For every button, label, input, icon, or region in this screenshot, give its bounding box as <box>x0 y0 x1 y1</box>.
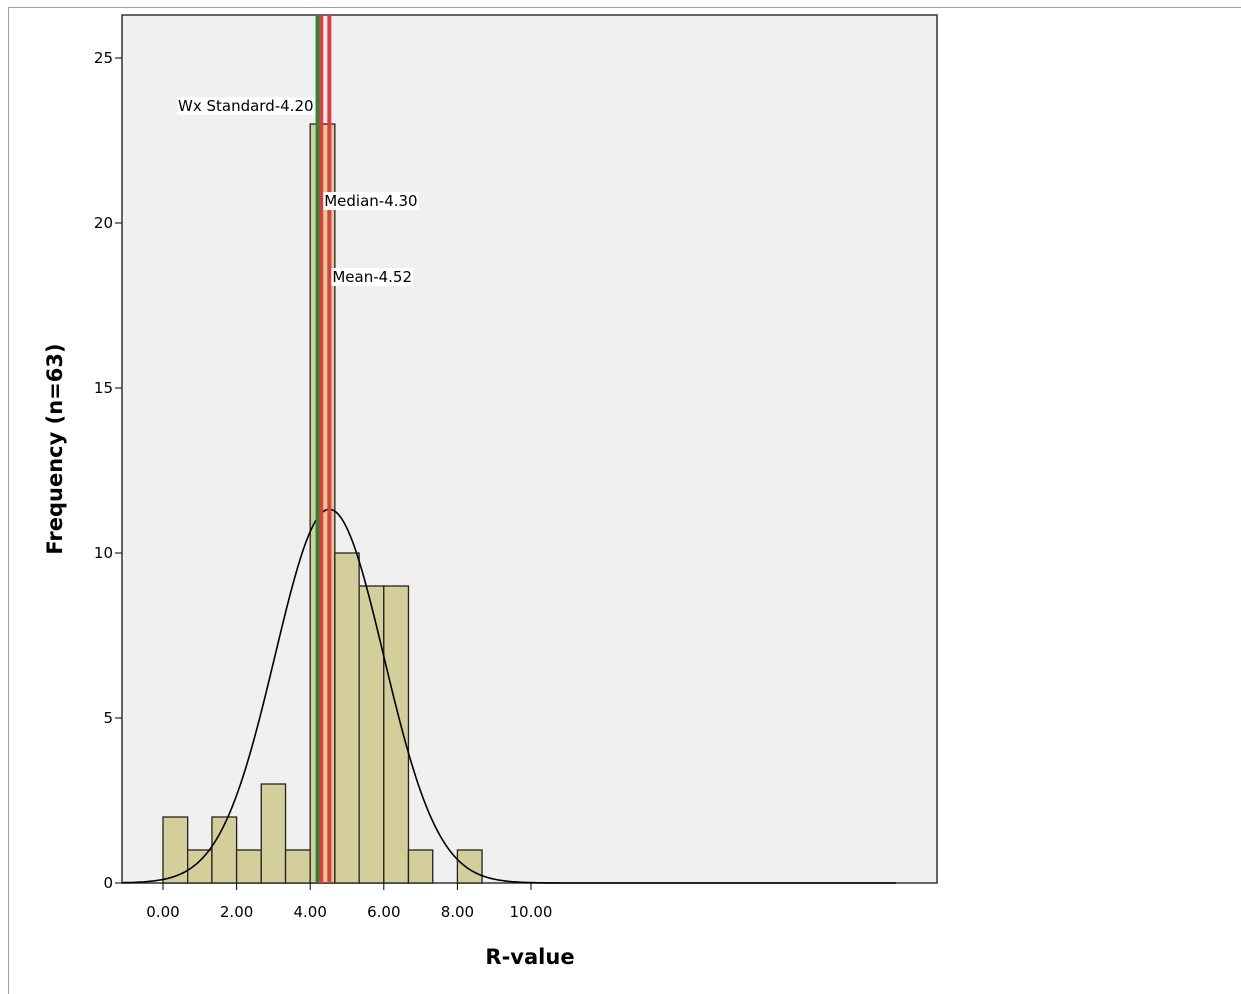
chart-frame <box>8 7 1241 994</box>
x-tick-label: 2.00 <box>220 903 253 921</box>
histogram-bar-10 <box>407 849 434 884</box>
y-tick-label: 0 <box>103 874 113 892</box>
y-tick-label: 10 <box>94 544 113 562</box>
y-tick-label: 15 <box>94 379 113 397</box>
x-axis-title: R-value <box>485 945 574 969</box>
x-tick-label: 6.00 <box>367 903 400 921</box>
reference-label-background <box>331 268 414 286</box>
histogram-bar-8 <box>358 585 385 884</box>
x-tick-label: 8.00 <box>441 903 474 921</box>
histogram-bar-7 <box>334 552 360 884</box>
reference-label-background <box>177 97 315 115</box>
histogram-bar-2 <box>211 816 238 884</box>
y-axis-title: Frequency (n=63) <box>43 343 67 554</box>
normal-curve <box>122 508 896 884</box>
reference-label-background <box>323 192 419 210</box>
x-tick-label: 0.00 <box>146 903 179 921</box>
histogram-bar-9 <box>383 585 410 884</box>
normal-curve-group <box>122 508 896 884</box>
y-axis: 0 5 10 15 20 25 <box>94 49 122 892</box>
histogram-bar-1 <box>187 849 213 884</box>
reference-label-median: Median-4.30 <box>324 192 417 210</box>
histogram-bar-12 <box>456 849 483 884</box>
plot-area <box>121 14 938 884</box>
reference-lines: Wx Standard-4.20 Median-4.30 Mean-4.52 <box>177 15 419 883</box>
x-axis: 0.00 2.00 4.00 6.00 8.00 10.00 <box>146 883 552 921</box>
y-tick-label: 20 <box>94 214 113 232</box>
x-tick-label: 10.00 <box>510 903 553 921</box>
reference-label-wx-standard: Wx Standard-4.20 <box>178 97 314 115</box>
histogram-bar-4 <box>260 783 287 884</box>
y-tick-label: 5 <box>103 709 113 727</box>
y-tick-label: 25 <box>94 49 113 67</box>
x-tick-label: 4.00 <box>293 903 326 921</box>
histogram-bar-3 <box>235 849 262 884</box>
histogram-bar-5 <box>284 849 311 884</box>
reference-label-mean: Mean-4.52 <box>332 268 412 286</box>
